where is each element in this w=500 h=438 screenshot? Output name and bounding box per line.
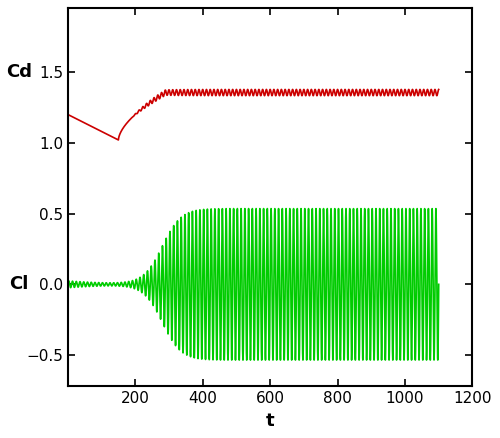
Text: Cd: Cd bbox=[6, 63, 32, 81]
Text: Cl: Cl bbox=[10, 275, 29, 293]
X-axis label: t: t bbox=[266, 412, 274, 430]
